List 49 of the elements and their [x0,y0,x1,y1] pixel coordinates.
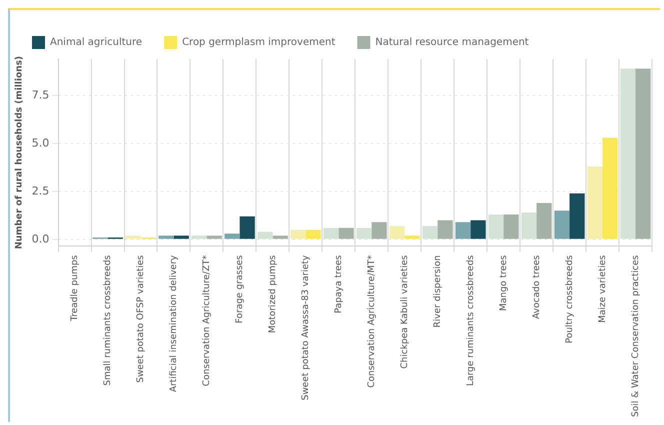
bar [587,166,603,239]
bar [206,236,222,239]
x-tick-label: Sweet potato Awassa-83 variety [301,254,312,400]
bar [536,202,552,239]
bar [404,236,420,239]
y-tick-label: 5.0 [32,136,50,150]
bar [272,236,288,239]
x-tick-label: Large ruminants crossbreeds [466,254,476,386]
bar [158,236,174,239]
y-tick-label: 7.5 [32,88,50,102]
y-tick-label: 0.0 [32,232,50,246]
x-tick-label: Poultry crossbreeds [564,254,575,344]
bar [338,228,354,239]
bar [438,220,453,239]
x-tick-label: Mango trees [498,254,509,311]
bar [174,236,189,239]
x-tick-label: Forage grasses [235,254,246,324]
legend-label: Natural resource management [375,37,529,48]
bar [306,230,321,239]
x-tick-label: Maize varieties [598,254,608,323]
y-tick-label: 2.5 [32,184,50,198]
x-tick-label: Conservation Agriculture/ZT* [202,254,212,386]
x-tick-label: Chickpea Kabuli varieties [400,254,410,369]
bar [372,222,387,239]
x-tick-label: Papaya trees [334,254,344,314]
bar [636,68,651,239]
bar [470,220,486,239]
bar [602,138,618,239]
bar [240,216,255,239]
x-tick-label: Motorized pumps [268,254,278,334]
x-tick-label: Soil & Water Conservation practices [630,254,641,418]
bar [290,230,306,239]
bar [126,236,141,239]
x-tick-label: Small ruminants crossbreeds [103,254,114,386]
x-tick-label: River dispersion [432,255,443,328]
bar [504,214,519,239]
bar [389,226,405,239]
bar [224,234,240,239]
x-tick-label: Avocado trees [532,254,542,319]
y-axis-title: Number of rural households (millions) [14,56,25,250]
legend-label: Animal agriculture [50,37,142,48]
legend-label: Crop germplasm improvement [182,37,336,48]
x-tick-label: Sweet potato OFSP varieties [136,254,146,383]
x-tick-label: Treadle pumps [70,254,80,322]
x-tick-label: Artificial insemination delivery [169,254,180,392]
bar [554,210,570,239]
x-tick-label: Conservation Agriculture/MT* [366,254,377,388]
bar [570,193,585,239]
bar [455,222,471,239]
